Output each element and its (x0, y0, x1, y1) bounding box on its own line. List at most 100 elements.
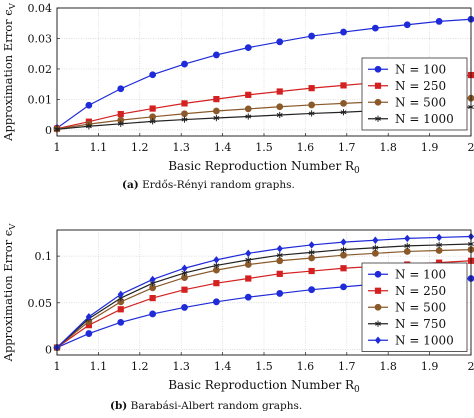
data-point (245, 249, 252, 258)
data-point (276, 290, 284, 297)
data-point (85, 123, 92, 130)
x-axis-label: Basic Reproduction Number R0 (168, 378, 360, 395)
data-point (85, 330, 93, 337)
data-point (372, 236, 379, 244)
y-axis-label-sub: V (8, 223, 18, 231)
data-point (276, 257, 284, 265)
data-point (276, 111, 283, 119)
x-tick-label: 1.4 (214, 360, 232, 373)
legend-marker (374, 336, 382, 344)
legend-marker (374, 65, 382, 73)
data-point (340, 265, 347, 272)
data-point (213, 96, 220, 103)
x-tick-label: 1.5 (255, 360, 273, 373)
data-point (181, 304, 188, 311)
caption-b-tag: (b) (110, 400, 128, 412)
x-tick-label: 1.6 (297, 141, 315, 154)
legend-marker (375, 320, 381, 327)
data-point (149, 71, 157, 79)
x-tick-label: 1.3 (172, 360, 190, 373)
data-point (308, 286, 316, 294)
data-point (149, 275, 156, 284)
legend: N = 100 N = 250 N = 500 N = 1000 (361, 57, 468, 131)
data-point (213, 114, 220, 122)
data-point (308, 254, 316, 262)
data-point (276, 103, 284, 111)
data-point (245, 91, 252, 98)
data-point (244, 293, 252, 301)
data-point (340, 238, 347, 246)
data-point (308, 85, 315, 92)
caption-a-text: Erdős-Rényi random graphs. (142, 179, 295, 191)
series-line (56, 243, 472, 348)
data-point (117, 306, 124, 313)
x-tick-label: 1.7 (338, 141, 356, 154)
series-line (56, 235, 472, 348)
x-tick-label: 1.8 (379, 141, 397, 154)
data-point (213, 280, 220, 287)
x-tick-label: 1 (54, 360, 61, 373)
legend-label: N = 250 (395, 284, 446, 298)
y-tick-label: 0.1 (35, 250, 53, 263)
legend-label: N = 100 (395, 62, 446, 76)
x-tick-label: 1 (54, 141, 61, 154)
x-tick-label: 1.9 (421, 141, 439, 154)
data-point (340, 99, 347, 107)
x-axis-label-sub: 0 (354, 385, 360, 395)
y-tick-label: 0.01 (28, 93, 53, 106)
x-tick-label: 2 (468, 360, 474, 373)
legend-marker (374, 287, 382, 294)
data-point (340, 28, 347, 36)
legend-marker (374, 303, 382, 311)
data-point (371, 24, 379, 32)
y-tick-label: 0.02 (28, 63, 53, 76)
plot-frame (56, 7, 472, 137)
x-axis-label-sub: 0 (354, 166, 360, 176)
data-point (308, 32, 316, 40)
legend: N = 100 N = 250 N = 500 N = 750 N = 1000 (361, 262, 468, 352)
x-tick-label: 1.8 (379, 360, 397, 373)
plot-frame (56, 229, 472, 356)
data-point (276, 270, 283, 277)
data-point (181, 60, 188, 68)
data-point (85, 322, 92, 329)
data-point (85, 101, 93, 109)
legend-marker (374, 270, 382, 278)
series-line (56, 18, 472, 129)
y-axis-label: Approximation Error ϵV (1, 2, 18, 142)
data-point (276, 38, 284, 46)
x-tick-label: 1.7 (338, 360, 356, 373)
data-point (372, 244, 379, 251)
x-tick-label: 1.3 (172, 141, 190, 154)
legend-label: N = 100 (395, 267, 446, 281)
y-tick-label: 0.04 (28, 2, 53, 15)
series-line (56, 248, 472, 349)
data-point (404, 242, 411, 249)
legend-label: N = 750 (395, 317, 446, 331)
data-point (340, 246, 347, 253)
legend-label: N = 1000 (395, 333, 454, 347)
caption-b-text: Barabási-Albert random graphs. (130, 400, 303, 412)
legend-label: N = 500 (395, 95, 446, 109)
x-tick-label: 1.1 (90, 360, 108, 373)
x-tick-label: 1.2 (131, 141, 149, 154)
y-axis-label: Approximation Error ϵV (1, 223, 18, 363)
data-point (213, 256, 220, 264)
data-point (340, 82, 347, 89)
x-tick-label: 1.2 (131, 360, 149, 373)
data-point (244, 105, 252, 113)
data-point (117, 120, 124, 127)
data-point (212, 298, 220, 306)
data-point (276, 252, 283, 259)
data-point (149, 310, 157, 318)
legend-marker (375, 115, 381, 122)
chart-erdos-renyi: 1 1.1 1.2 1.3 1.4 1.5 1.6 1.7 1.8 1.9 2 0 0.01 0.02 0.… (1, 2, 474, 176)
data-point (85, 313, 92, 321)
data-point (403, 21, 411, 29)
caption-a-tag: (a) (122, 179, 139, 191)
data-point (149, 105, 156, 112)
x-tick-label: 2 (468, 141, 474, 154)
data-point (276, 88, 283, 95)
